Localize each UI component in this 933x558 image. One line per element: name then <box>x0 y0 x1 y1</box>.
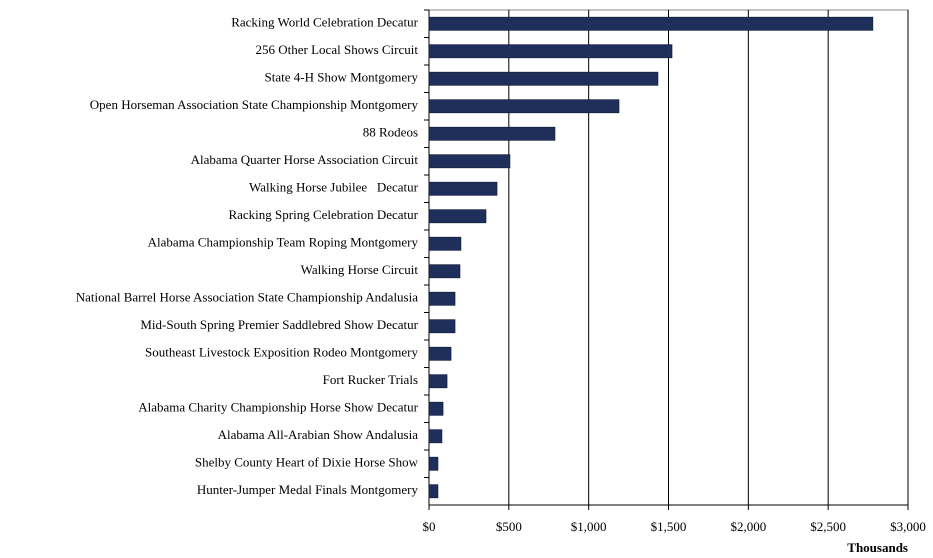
y-tick-label: 88 Rodeos <box>363 125 418 140</box>
y-tick-label: Walking Horse Circuit <box>301 262 419 277</box>
bar <box>428 484 439 499</box>
x-tick-label: $2,000 <box>730 519 766 534</box>
y-tick-label: Alabama Championship Team Roping Montgom… <box>148 235 419 250</box>
y-tick-label: State 4-H Show Montgomery <box>265 70 419 85</box>
bar <box>428 401 444 416</box>
bar <box>428 99 620 114</box>
x-tick-label: $1,500 <box>651 519 687 534</box>
bar <box>428 236 462 251</box>
x-tick-label: $1,000 <box>571 519 607 534</box>
y-tick-label: Southeast Livestock Exposition Rodeo Mon… <box>145 345 418 360</box>
bar <box>428 429 443 444</box>
x-tick-label: $500 <box>496 519 522 534</box>
y-tick-label: Open Horseman Association State Champion… <box>90 97 419 112</box>
bar <box>428 291 456 306</box>
y-tick-label: Fort Rucker Trials <box>323 372 418 387</box>
y-tick-label: Walking Horse Jubilee Decatur <box>249 180 419 195</box>
bar <box>428 71 659 86</box>
x-tick-label: $2,500 <box>810 519 846 534</box>
y-tick-label: Alabama Quarter Horse Association Circui… <box>191 152 419 167</box>
y-tick-label: Alabama Charity Championship Horse Show … <box>138 400 418 415</box>
x-axis-label: Thousands <box>847 540 908 555</box>
bar <box>428 181 498 196</box>
y-tick-label: Alabama All-Arabian Show Andalusia <box>218 427 419 442</box>
bar <box>428 319 456 334</box>
y-tick-label: National Barrel Horse Association State … <box>76 290 419 305</box>
bar <box>428 154 511 169</box>
bar <box>428 209 487 224</box>
y-tick-label: Hunter-Jumper Medal Finals Montgomery <box>197 482 419 497</box>
y-tick-label: Mid-South Spring Premier Saddlebred Show… <box>140 317 418 332</box>
bar <box>428 126 556 141</box>
y-tick-label: 256 Other Local Shows Circuit <box>256 42 419 57</box>
y-tick-label: Racking World Celebration Decatur <box>231 15 418 30</box>
bar <box>428 264 461 279</box>
bar <box>428 44 673 59</box>
y-tick-label: Racking Spring Celebration Decatur <box>228 207 418 222</box>
y-tick-label: Shelby County Heart of Dixie Horse Show <box>195 455 419 470</box>
bar <box>428 374 448 389</box>
bar <box>428 16 874 31</box>
bar <box>428 346 452 361</box>
x-tick-label: $0 <box>423 519 436 534</box>
x-tick-label: $3,000 <box>890 519 926 534</box>
bar <box>428 456 439 471</box>
